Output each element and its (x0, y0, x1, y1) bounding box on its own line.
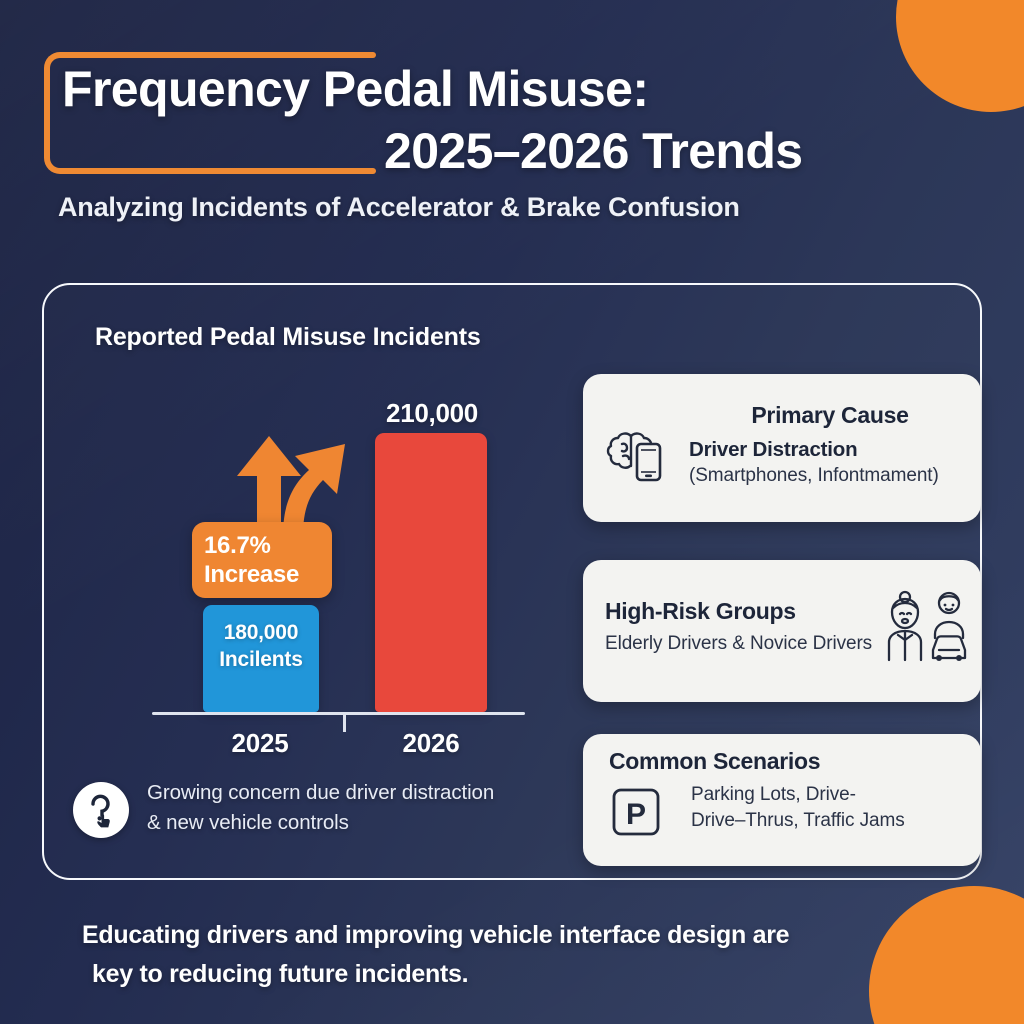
svg-text:P: P (626, 798, 646, 831)
title-line-1: Frequency Pedal Misuse: (62, 61, 649, 117)
x-tick-label-2026: 2026 (402, 728, 460, 758)
increase-percent: 16.7% (204, 532, 271, 559)
footnote-line-2: & new vehicle controls (147, 811, 349, 834)
chart-footnote: Growing concern due driver distraction &… (73, 778, 573, 838)
page-title: Frequency Pedal Misuse: 2025–2026 Trends (62, 58, 962, 182)
chart-title: Reported Pedal Misuse Incidents (95, 323, 481, 351)
title-bracket-decoration (44, 52, 376, 174)
title-line-2: 2025–2026 Trends (384, 123, 803, 179)
card-primary-cause-sub-strong: Driver Distraction (689, 438, 858, 461)
brain-smartphone-icon (601, 422, 673, 494)
card-high-risk-sub: Elderly Drivers & Novice Drivers (605, 633, 873, 654)
main-content-panel (42, 283, 982, 880)
x-tick-label-2025: 2025 (231, 728, 289, 758)
increase-badge: 16.7% Increase (192, 522, 332, 598)
conclusion-line-1: Educating drivers and improving vehicle … (82, 921, 790, 949)
question-hand-icon (73, 782, 129, 838)
card-high-risk-groups[interactable]: High-Risk Groups Elderly Drivers & Novic… (583, 560, 981, 702)
header: Frequency Pedal Misuse: 2025–2026 Trends… (0, 0, 1024, 250)
card-primary-cause-sub: (Smartphones, Infontmament) (689, 465, 939, 486)
increase-word: Increase (204, 561, 300, 588)
page-subtitle: Analyzing Incidents of Accelerator & Bra… (58, 192, 740, 222)
x-axis-line (152, 712, 525, 715)
footnote-text: Growing concern due driver distraction &… (147, 778, 494, 838)
bar-value-label-2026: 210,000 (386, 398, 478, 428)
card-common-scenarios-sub-line-1: Parking Lots, Drive- (691, 784, 856, 805)
x-axis-center-tick (343, 715, 346, 732)
card-primary-cause-heading: Primary Cause (751, 402, 909, 428)
bar-chart: 210,000 16.7% Increase 180,000 Incilents… (95, 380, 555, 770)
footnote-line-1: Growing concern due driver distraction (147, 781, 495, 804)
card-common-scenarios-text: Parking Lots, Drive- Drive–Thrus, Traffi… (691, 782, 961, 834)
card-common-scenarios-heading: Common Scenarios (609, 748, 821, 774)
card-primary-cause[interactable]: Primary Cause Driver Distraction (Smartp… (583, 374, 981, 522)
increase-arrows-icon (237, 436, 345, 536)
card-primary-cause-text: Primary Cause Driver Distraction (Smartp… (689, 402, 971, 489)
bar-2025-value: 180,000 (223, 621, 299, 644)
bar-2026[interactable] (375, 433, 487, 712)
bar-2025-unit: Incilents (219, 648, 303, 671)
bar-2025-label: 180,000 Incilents (203, 619, 319, 673)
elderly-novice-drivers-icon (879, 588, 975, 668)
card-high-risk-heading: High-Risk Groups (605, 598, 796, 624)
parking-p-icon: P (611, 787, 661, 837)
conclusion-line-2: key to reducing future incidents. (92, 960, 469, 988)
card-common-scenarios-sub-line-2: Drive–Thrus, Traffic Jams (691, 810, 905, 831)
bar-2025[interactable]: 180,000 Incilents (203, 605, 319, 712)
card-high-risk-text: High-Risk Groups Elderly Drivers & Novic… (605, 598, 905, 657)
card-common-scenarios[interactable]: Common Scenarios P Parking Lots, Drive- … (583, 734, 981, 866)
conclusion-text: Educating drivers and improving vehicle … (82, 916, 902, 994)
